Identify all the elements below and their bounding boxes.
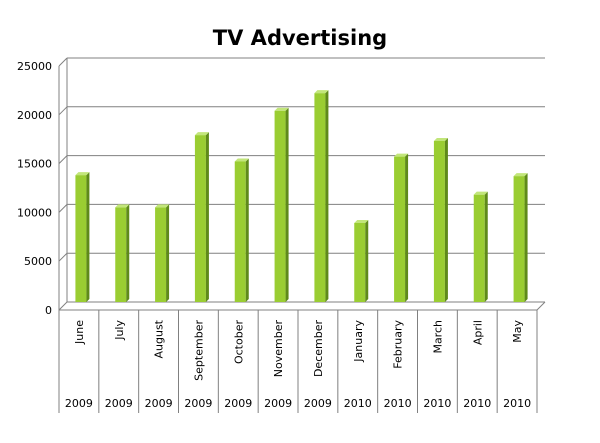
bar-top xyxy=(394,153,409,157)
bar-top xyxy=(473,191,488,195)
chart-title: TV Advertising xyxy=(212,26,388,50)
bar-front xyxy=(155,207,167,302)
gridline-depth xyxy=(58,57,68,67)
y-tick-label: 5000 xyxy=(24,255,52,268)
x-year-label: 2009 xyxy=(264,397,292,410)
bar-january xyxy=(354,219,369,302)
bar-front xyxy=(75,175,87,302)
x-tick-label: March xyxy=(431,320,444,354)
bar-top xyxy=(314,90,329,94)
bar-july xyxy=(115,204,130,302)
bar-top xyxy=(234,158,249,162)
x-year-label: 2010 xyxy=(503,397,531,410)
bar-top xyxy=(75,172,90,176)
gridline-depth xyxy=(58,204,68,213)
bar-front xyxy=(513,176,525,302)
x-tick-label: September xyxy=(192,320,205,381)
gridline-depth xyxy=(58,301,68,311)
gridline-depth xyxy=(58,155,68,164)
bar-side xyxy=(166,204,170,302)
y-tick-label: 20000 xyxy=(17,109,52,122)
x-year-label: 2009 xyxy=(304,397,332,410)
bar-front xyxy=(354,222,366,302)
bar-side xyxy=(86,172,90,302)
bar-front xyxy=(274,110,286,302)
floor-right-edge xyxy=(536,301,546,311)
bar-front xyxy=(115,207,127,302)
bar-front xyxy=(314,93,326,302)
x-year-label: 2009 xyxy=(145,397,173,410)
x-tick-label: November xyxy=(272,320,285,378)
bar-side xyxy=(325,90,329,302)
grid-lines xyxy=(58,57,546,311)
x-tick-label: August xyxy=(153,319,166,358)
y-tick-label: 0 xyxy=(45,304,52,317)
bar-front xyxy=(234,161,246,302)
gridline-depth xyxy=(58,106,68,116)
bar-side xyxy=(524,173,528,302)
bar-june xyxy=(75,172,90,302)
bar-top xyxy=(274,107,289,111)
x-year-label: 2010 xyxy=(384,397,412,410)
bar-april xyxy=(473,191,488,302)
x-year-label: 2009 xyxy=(65,397,93,410)
bar-side xyxy=(245,158,249,302)
bar-march xyxy=(433,137,448,302)
bar-side xyxy=(484,191,488,302)
x-tick-label: October xyxy=(232,320,245,364)
bar-february xyxy=(394,153,409,302)
bar-september xyxy=(194,132,209,302)
bar-top xyxy=(115,204,130,208)
bar-top xyxy=(194,132,209,136)
bar-top xyxy=(354,219,369,223)
bar-side xyxy=(444,137,448,302)
bar-front xyxy=(473,194,485,302)
bar-front xyxy=(194,135,206,302)
bar-front xyxy=(433,140,445,302)
x-tick-label: January xyxy=(352,320,365,363)
x-year-label: 2009 xyxy=(224,397,252,410)
x-tick-label: February xyxy=(392,320,405,369)
y-axis: 0 5000 10000 15000 20000 25000 xyxy=(17,60,52,317)
x-tick-label: June xyxy=(73,320,86,345)
bar-side xyxy=(205,132,209,302)
bar-december xyxy=(314,90,329,302)
bar-side xyxy=(405,153,409,302)
bar-side xyxy=(365,219,369,302)
x-tick-label: July xyxy=(113,320,126,341)
bar-november xyxy=(274,107,289,302)
y-tick-label: 25000 xyxy=(17,60,52,73)
x-axis: June 2009 July 2009 August 2009 September 2009 O… xyxy=(58,310,538,413)
x-year-label: 2010 xyxy=(463,397,491,410)
bar-side xyxy=(126,204,130,302)
x-tick-label: December xyxy=(312,320,325,378)
bars xyxy=(75,90,528,302)
y-tick-label: 15000 xyxy=(17,158,52,171)
bar-top xyxy=(513,173,528,177)
gridline-depth xyxy=(58,252,68,262)
x-year-label: 2010 xyxy=(344,397,372,410)
y-tick-label: 10000 xyxy=(17,206,52,219)
x-year-label: 2009 xyxy=(105,397,133,410)
bar-side xyxy=(285,107,289,302)
bar-october xyxy=(234,158,249,302)
x-year-label: 2010 xyxy=(423,397,451,410)
bar-front xyxy=(394,156,406,302)
bar-august xyxy=(155,204,170,302)
bar-top xyxy=(155,204,170,208)
bar-may xyxy=(513,173,528,302)
bar-top xyxy=(433,137,448,141)
x-year-label: 2009 xyxy=(184,397,212,410)
x-tick-label: May xyxy=(511,320,524,343)
x-tick-label: April xyxy=(471,320,484,345)
